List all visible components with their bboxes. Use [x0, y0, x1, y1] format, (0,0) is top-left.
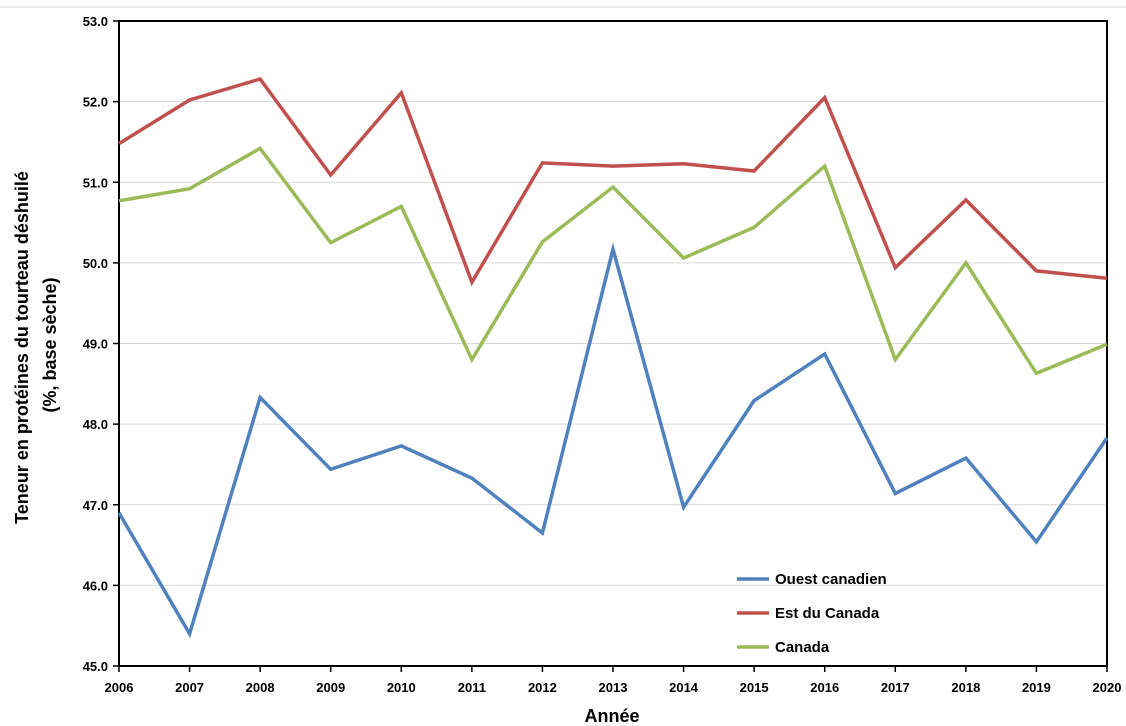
x-tick-label: 2009 — [316, 680, 345, 695]
legend-label: Est du Canada — [775, 605, 880, 622]
x-tick-label: 2011 — [458, 680, 486, 695]
y-tick-label: 53.0 — [83, 14, 108, 29]
series-lines — [117, 76, 1109, 639]
x-tick-label: 2020 — [1093, 680, 1122, 695]
y-tick-label: 47.0 — [83, 498, 108, 513]
x-tick-label: 2013 — [599, 680, 628, 695]
x-tick-label: 2012 — [528, 680, 557, 695]
y-axis-title: Teneur en protéines du tourteau déshuilé… — [12, 166, 60, 524]
x-tick-label: 2016 — [810, 680, 839, 695]
y-tick-label: 48.0 — [83, 417, 108, 432]
y-tick-label: 46.0 — [83, 578, 108, 593]
x-tick-label: 2014 — [669, 680, 699, 695]
x-tick-label: 2018 — [951, 680, 980, 695]
legend: Ouest canadien Est du Canada Canada — [737, 571, 887, 656]
y-axis-title-line-2: (%, base sèche) — [40, 277, 60, 412]
x-tick-label: 2008 — [246, 680, 275, 695]
x-tick-label: 2006 — [105, 680, 134, 695]
series-line-canada — [118, 146, 1108, 376]
x-tick-label: 2015 — [740, 680, 769, 695]
y-axis-title-line-1: Teneur en protéines du tourteau déshuilé — [12, 171, 32, 524]
x-axis-ticks: 2006 2007 2008 2009 2010 2011 2012 2013 2014 2015… — [105, 666, 1122, 695]
x-tick-label: 2017 — [881, 680, 910, 695]
y-tick-label: 50.0 — [83, 256, 108, 271]
x-tick-label: 2019 — [1022, 680, 1051, 695]
x-tick-label: 2010 — [387, 680, 416, 695]
y-axis-ticks: 45.0 46.0 47.0 48.0 49.0 50.0 51.0 52.0 53.0 — [83, 14, 119, 674]
y-tick-label: 52.0 — [83, 95, 108, 110]
gridlines — [119, 101, 1107, 586]
y-tick-label: 51.0 — [83, 175, 108, 190]
legend-label: Canada — [775, 639, 830, 656]
y-tick-label: 49.0 — [83, 337, 108, 352]
x-axis-title: Année — [584, 706, 639, 726]
legend-label: Ouest canadien — [775, 571, 887, 588]
y-tick-label: 45.0 — [83, 659, 108, 674]
x-tick-label: 2007 — [175, 680, 204, 695]
series-line-ouest-canadien — [117, 242, 1109, 639]
series-line-est-du-canada — [118, 76, 1108, 287]
